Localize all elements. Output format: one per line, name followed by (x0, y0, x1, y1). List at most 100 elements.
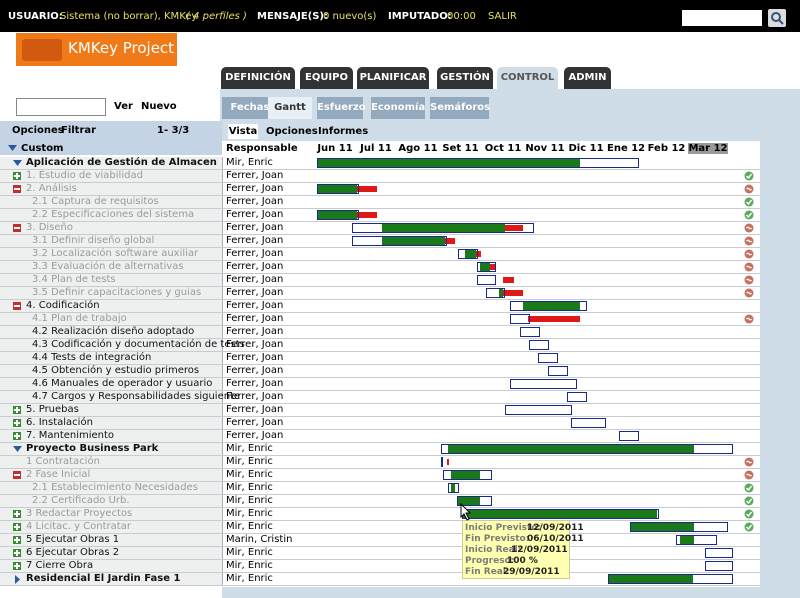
logo-icon (22, 39, 62, 61)
subtab[interactable]: Gantt (268, 97, 312, 119)
planned-bar (317, 184, 359, 194)
task-cell (0, 417, 223, 429)
tab[interactable]: DEFINICIÓN (221, 67, 295, 89)
tree-toggle[interactable] (13, 159, 23, 169)
options[interactable]: Opciones (12, 125, 64, 136)
collapse-icon[interactable] (13, 302, 21, 310)
tab[interactable]: CONTROL (497, 67, 558, 89)
planned-bar (477, 275, 496, 285)
delay-bar (476, 251, 481, 257)
collapse-icon[interactable] (13, 185, 21, 193)
task-name[interactable]: 2.1 Establecimiento Necesidades (32, 482, 198, 493)
collapse-icon[interactable] (13, 224, 21, 232)
subtab[interactable]: Economía (371, 97, 425, 119)
view-tab[interactable]: Informes (318, 126, 369, 137)
gantt-row: 3.4 Plan de tests Ferrer, Joan (0, 274, 760, 287)
progress-bar (317, 211, 357, 219)
delay-bar (357, 212, 377, 218)
task-cell (0, 495, 223, 507)
view-tab[interactable]: Vista (228, 124, 258, 139)
nuevo-button[interactable]: Nuevo (141, 101, 177, 112)
task-name[interactable]: 1 Contratación (26, 456, 100, 467)
expand-icon[interactable] (13, 562, 21, 570)
gantt-row: 2.1 Captura de requisitos Ferrer, Joan (0, 196, 760, 209)
responsible: Ferrer, Joan (226, 261, 284, 272)
expand-icon[interactable] (13, 536, 21, 544)
progress-bar (499, 289, 503, 297)
expand-icon[interactable] (13, 549, 21, 557)
task-name[interactable]: 4.5 Obtención y estudio primeros (32, 365, 200, 376)
task-name[interactable]: 3.4 Plan de tests (32, 274, 116, 285)
task-name[interactable]: 4.1 Plan de trabajo (32, 313, 127, 324)
messages[interactable]: 0 nuevo(s) (323, 11, 377, 22)
expand-icon[interactable] (13, 419, 21, 427)
task-name[interactable]: 3. Diseño (26, 222, 74, 233)
expand-icon[interactable] (13, 523, 21, 531)
expand-icon[interactable] (13, 432, 21, 440)
task-name[interactable]: 4.6 Manuales de operador y usuario (32, 378, 213, 389)
task-name[interactable]: Proyecto Business Park (26, 443, 159, 454)
task-name[interactable]: 4 Licitac. y Contratar (26, 521, 131, 532)
gantt-row: 4.4 Tests de integración Ferrer, Joan (0, 352, 760, 365)
task-name[interactable]: 7. Mantenimiento (26, 430, 115, 441)
task-name[interactable]: 2 Fase Inicial (26, 469, 91, 480)
task-name[interactable]: 5. Pruebas (26, 404, 79, 415)
delay-bar (357, 186, 377, 192)
responsible: Mir, Enric (226, 573, 273, 584)
task-name[interactable]: 4. Codificación (26, 300, 100, 311)
task-name[interactable]: 2.1 Captura de requisitos (32, 196, 159, 207)
search-input[interactable] (682, 10, 762, 26)
responsible: Ferrer, Joan (226, 248, 284, 259)
subtab[interactable]: Fechas (222, 97, 278, 119)
task-name[interactable]: 3.1 Definir diseño global (32, 235, 155, 246)
expand-icon[interactable] (13, 406, 21, 414)
view-tab[interactable]: Opciones (266, 126, 318, 137)
planned-bar (630, 522, 728, 532)
task-name[interactable]: 6 Ejecutar Obras 2 (26, 547, 120, 558)
task-name[interactable]: 4.4 Tests de integración (32, 352, 152, 363)
subtab[interactable]: Semáforos (430, 97, 490, 119)
task-name[interactable]: 6. Instalación (26, 417, 93, 428)
tab[interactable]: PLANIFICAR (357, 67, 429, 89)
progress-bar (382, 224, 505, 232)
tab[interactable]: EQUIPO (300, 67, 353, 89)
logout[interactable]: SALIR (488, 11, 517, 22)
tab[interactable]: ADMIN (564, 67, 611, 89)
gantt-row: 3.2 Localización software auxiliar Ferrer… (0, 248, 760, 261)
expand-icon[interactable] (13, 510, 21, 518)
responsible: Mir, Enric (226, 508, 273, 519)
task-name[interactable]: Residencial El Jardin Fase 1 (26, 573, 181, 584)
ver-button[interactable]: Ver (114, 101, 133, 112)
collapse-icon[interactable] (8, 144, 18, 152)
filter[interactable]: Filtrar (61, 125, 97, 136)
progress-bar (680, 536, 694, 544)
task-name[interactable]: 1. Estudio de viabilidad (26, 170, 143, 181)
expand-icon[interactable] (13, 172, 21, 180)
task-name[interactable]: 4.3 Codificación y documentación de test… (32, 339, 245, 350)
subtab[interactable]: Esfuerzo (317, 97, 366, 119)
task-name[interactable]: 3.2 Localización software auxiliar (32, 248, 199, 259)
tree-toggle[interactable] (13, 575, 23, 585)
task-name[interactable]: 4.7 Cargos y Responsabilidades siguiente (32, 391, 241, 402)
tab[interactable]: GESTIÓN (437, 67, 493, 89)
task-name[interactable]: Aplicación de Gestión de Almacen (26, 157, 217, 168)
task-name[interactable]: 3.3 Evaluación de alternativas (32, 261, 184, 272)
task-name[interactable]: 3 Redactar Proyectos (26, 508, 133, 519)
task-name[interactable]: 5 Ejecutar Obras 1 (26, 534, 120, 545)
status-warning (744, 223, 754, 233)
task-name[interactable]: 7 Cierre Obra (26, 560, 94, 571)
task-name[interactable]: 2. Análisis (26, 183, 77, 194)
search-button[interactable] (768, 9, 786, 27)
task-cell (0, 404, 223, 416)
collapse-icon[interactable] (13, 471, 21, 479)
tree-toggle[interactable] (13, 445, 23, 455)
task-name[interactable]: 4.2 Realización diseño adoptado (32, 326, 195, 337)
responsible: Mir, Enric (226, 560, 273, 571)
filter-input[interactable] (16, 98, 106, 116)
imputed: 00:00 (447, 11, 476, 22)
responsible: Ferrer, Joan (226, 209, 284, 220)
task-name[interactable]: 2.2 Certificado Urb. (32, 495, 130, 506)
gantt-row: 2. Análisis Ferrer, Joan (0, 183, 760, 196)
task-name[interactable]: 2.2 Especificaciones del sistema (32, 209, 195, 220)
task-name[interactable]: 3.5 Definir capacitaciones y guias (32, 287, 202, 298)
